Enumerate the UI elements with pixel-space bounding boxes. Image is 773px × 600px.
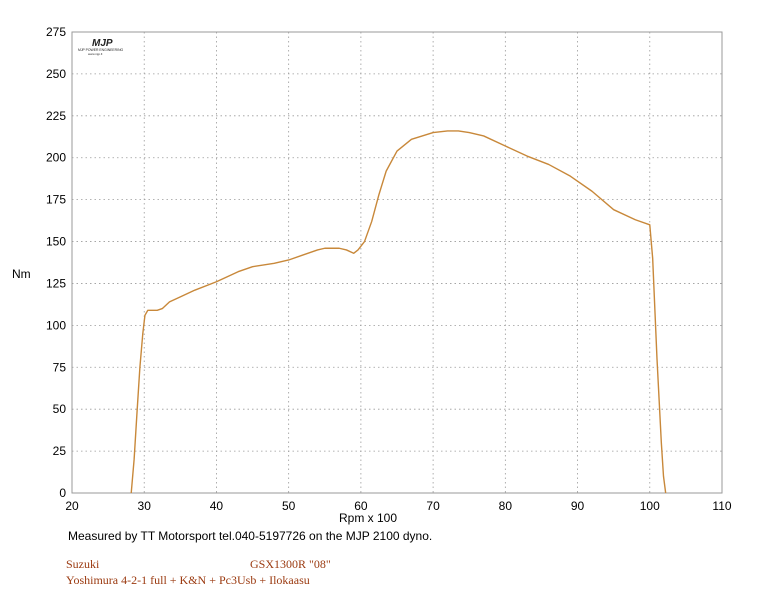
x-tick-label: 60 xyxy=(354,499,368,513)
y-tick-label: 200 xyxy=(46,151,66,165)
bike-model: GSX1300R "08" xyxy=(250,557,331,571)
y-tick-label: 250 xyxy=(46,67,66,81)
torque-curve xyxy=(130,130,667,494)
logo-url: www.mjp.fi xyxy=(88,52,103,56)
bike-mods: Yoshimura 4-2-1 full + K&N + Pc3Usb + Il… xyxy=(66,573,310,587)
y-tick-label: 0 xyxy=(59,486,66,500)
y-tick-label: 275 xyxy=(46,25,66,39)
logo-subtitle: MJP POWER ENGINEERING xyxy=(78,48,124,52)
x-tick-label: 20 xyxy=(65,499,79,513)
y-tick-label: 150 xyxy=(46,235,66,249)
y-tick-label: 75 xyxy=(53,360,67,374)
y-axis-label: Nm xyxy=(12,267,31,281)
x-axis-label: Rpm x 100 xyxy=(339,511,397,525)
y-tick-label: 225 xyxy=(46,109,66,123)
mjp-logo: MJP MJP POWER ENGINEERING www.mjp.fi xyxy=(78,38,124,56)
tick-layer: 0 25 50 75 100 125 150 175 200 225 250 275 20 30 40 50 6… xyxy=(46,25,732,513)
x-tick-label: 80 xyxy=(499,499,513,513)
plot-area xyxy=(71,31,723,494)
x-tick-label: 30 xyxy=(138,499,152,513)
y-tick-label: 125 xyxy=(46,276,66,290)
logo-mark: MJP xyxy=(92,38,113,49)
x-tick-label: 100 xyxy=(640,499,660,513)
y-tick-label: 100 xyxy=(46,318,66,332)
grid-layer xyxy=(72,32,722,493)
x-tick-label: 50 xyxy=(282,499,296,513)
bike-make: Suzuki xyxy=(66,557,100,571)
x-tick-label: 90 xyxy=(571,499,585,513)
x-tick-label: 70 xyxy=(426,499,440,513)
measurement-caption: Measured by TT Motorsport tel.040-519772… xyxy=(68,529,433,543)
y-tick-label: 50 xyxy=(53,402,67,416)
bike-info-line: Suzuki GSX1300R "08" xyxy=(66,557,331,572)
x-tick-label: 110 xyxy=(712,499,731,513)
x-tick-label: 40 xyxy=(210,499,224,513)
y-tick-label: 25 xyxy=(53,444,67,458)
y-tick-label: 175 xyxy=(46,193,66,207)
